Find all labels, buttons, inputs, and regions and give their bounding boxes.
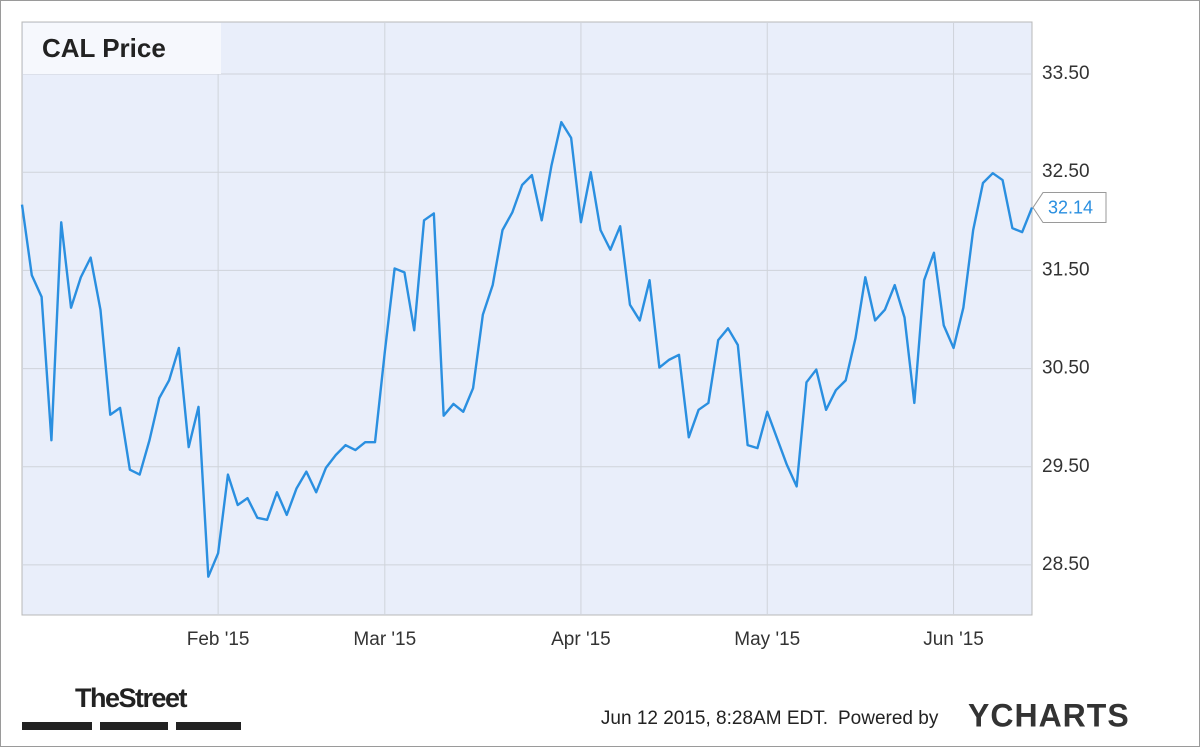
logo-bar <box>176 722 241 730</box>
plot-area <box>21 21 1033 616</box>
credit: Powered by <box>838 708 939 729</box>
marks <box>20 120 1034 578</box>
x-tick-label: Apr '15 <box>551 629 611 650</box>
logo-bar <box>22 722 92 730</box>
y-tick-label: 32.50 <box>1042 161 1090 182</box>
x-tick-label: May '15 <box>734 629 800 650</box>
y-tick-label: 31.50 <box>1042 259 1090 280</box>
y-tick-label: 29.50 <box>1042 456 1090 477</box>
price-line <box>20 120 1034 578</box>
brand-logo: YCHARTS <box>968 697 1130 733</box>
x-tick-label: Jun '15 <box>923 629 984 650</box>
last-value-box <box>1032 192 1107 224</box>
timestamp: Jun 12 2015, 8:28AM EDT. <box>601 708 828 729</box>
logo-bar <box>100 722 168 730</box>
y-tick-label: 28.50 <box>1042 554 1090 575</box>
grid <box>22 22 1032 615</box>
x-tick-label: Feb '15 <box>187 629 250 650</box>
title-box <box>23 23 221 74</box>
x-tick-label: Mar '15 <box>353 629 416 650</box>
last-value-label: 32.14 <box>1048 197 1093 217</box>
y-tick-label: 30.50 <box>1042 358 1090 379</box>
chart-title: CAL Price <box>42 33 166 63</box>
source-logo: TheStreet <box>75 683 188 713</box>
y-tick-label: 33.50 <box>1042 63 1090 84</box>
